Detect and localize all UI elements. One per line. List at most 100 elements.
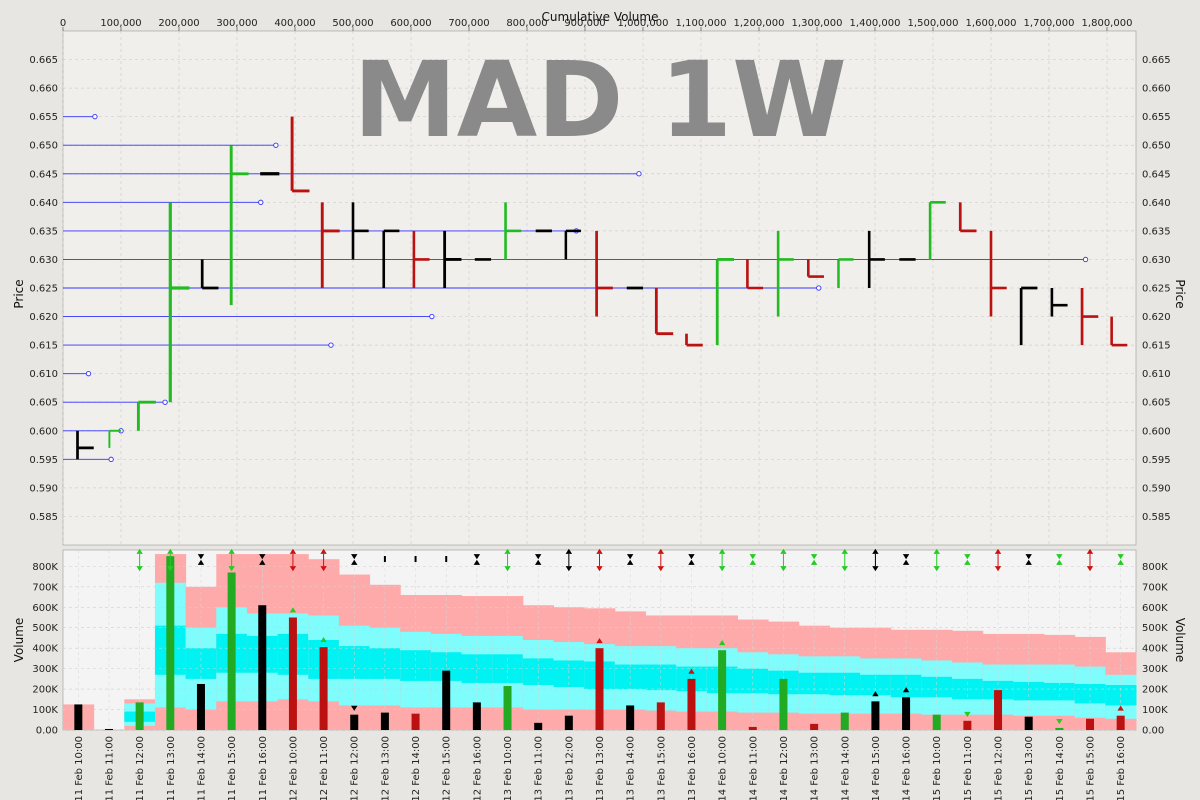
signal-arrow-down xyxy=(228,566,235,572)
price-tick-label-right: 0.625 xyxy=(1142,284,1171,295)
time-axis-label: 14 Feb 10:00 xyxy=(718,736,729,800)
signal-arrow-down xyxy=(197,554,205,560)
signal-arrow-up xyxy=(473,559,481,565)
price-level-endpoint xyxy=(1082,256,1089,263)
signal-arrow-down xyxy=(626,554,634,560)
time-axis-label: 14 Feb 16:00 xyxy=(902,736,913,800)
volume-tick-label-right: 200K xyxy=(1142,685,1168,696)
volume-tick-label-left: 400K xyxy=(32,644,58,655)
signal-arrow-up xyxy=(810,559,818,565)
price-tick-label-right: 0.605 xyxy=(1142,398,1171,409)
signal-arrow-up xyxy=(902,559,910,565)
x-tick-label: 1,600,000 xyxy=(966,18,1017,29)
time-axis-labels: 11 Feb 10:00 11 Feb 11:00 11 Feb 12:00 11 F… xyxy=(74,736,1127,800)
price-tick-label-left: 0.605 xyxy=(29,398,58,409)
price-level-endpoint xyxy=(636,171,642,177)
price-tick-label-right: 0.595 xyxy=(1142,455,1171,466)
price-tick-label-left: 0.660 xyxy=(29,84,58,95)
signal-arrow-down xyxy=(596,566,603,572)
time-axis-label: 13 Feb 14:00 xyxy=(626,736,637,800)
volume-bar xyxy=(319,647,328,730)
x-tick-label: 800,000 xyxy=(506,18,547,29)
volume-marker xyxy=(872,691,879,697)
x-tick-label: 1,700,000 xyxy=(1024,18,1075,29)
signal-arrow-up xyxy=(964,559,971,565)
signal-arrow-down xyxy=(259,554,266,560)
price-tick-label-left: 0.655 xyxy=(29,112,58,123)
signal-arrow-down xyxy=(718,566,726,572)
price-level-endpoint xyxy=(162,399,168,405)
volume-bar xyxy=(380,712,389,730)
price-level-endpoint xyxy=(328,342,334,348)
time-axis-label: 14 Feb 12:00 xyxy=(779,736,790,800)
time-axis-label: 15 Feb 15:00 xyxy=(1086,736,1097,800)
volume-bar xyxy=(74,704,83,730)
time-axis-label: 11 Feb 12:00 xyxy=(135,736,146,800)
price-tick-label-right: 0.635 xyxy=(1142,226,1171,237)
signal-arrow-up xyxy=(933,548,940,554)
time-axis-label: 15 Feb 16:00 xyxy=(1116,736,1127,800)
x-tick-label: 1,500,000 xyxy=(908,18,959,29)
signal-arrow-down xyxy=(810,554,818,560)
time-axis-label: 11 Feb 10:00 xyxy=(74,736,85,800)
signal-markers xyxy=(136,548,1124,725)
volume-tick-label-right: 400K xyxy=(1142,644,1168,655)
volume-bar xyxy=(1116,715,1125,730)
volume-bar xyxy=(411,713,420,730)
time-axis-label: 11 Feb 14:00 xyxy=(196,736,207,800)
signal-arrow-down xyxy=(1117,554,1124,560)
price-tick-label-right: 0.610 xyxy=(1142,369,1171,380)
volume-tick-label-left: 700K xyxy=(32,582,58,593)
volume-bar xyxy=(779,678,788,730)
signal-arrow-down xyxy=(902,554,910,560)
x-tick-label: 1,400,000 xyxy=(850,18,901,29)
volume-band-cyan xyxy=(921,676,953,698)
signal-arrow-up xyxy=(994,548,1002,554)
time-axis-label: 13 Feb 12:00 xyxy=(564,736,575,800)
signal-arrow-down xyxy=(688,554,695,560)
volume-band-cyan xyxy=(890,674,922,698)
volume-bar xyxy=(288,617,297,730)
signal-arrow-down xyxy=(136,566,143,572)
price-tick-label-left: 0.665 xyxy=(29,55,58,66)
volume-marker xyxy=(718,640,726,646)
volume-band-cyan xyxy=(1044,682,1076,701)
volume-bar xyxy=(564,715,573,730)
price-tick-label-right: 0.650 xyxy=(1142,141,1171,152)
x-tick-label: 1,300,000 xyxy=(792,18,843,29)
time-axis-label: 15 Feb 11:00 xyxy=(963,736,974,800)
signal-arrow-up xyxy=(565,548,573,554)
volume-tick-label-right: 600K xyxy=(1142,603,1168,614)
signal-arrow-up xyxy=(228,548,235,554)
signal-arrow-down xyxy=(872,566,879,572)
price-axis-title-left: Price xyxy=(12,279,26,308)
volume-bar xyxy=(994,690,1003,730)
volume-bar xyxy=(810,723,819,730)
price-level-endpoint xyxy=(108,456,114,462)
x-tick-label: 300,000 xyxy=(216,18,257,29)
price-tick-label-right: 0.590 xyxy=(1142,483,1171,494)
signal-arrow-down xyxy=(320,566,327,572)
volume-bar xyxy=(196,683,205,730)
time-axis-label: 11 Feb 16:00 xyxy=(258,736,269,800)
volume-marker xyxy=(688,668,695,674)
price-tick-label-left: 0.600 xyxy=(29,426,58,437)
time-axis-label: 14 Feb 13:00 xyxy=(810,736,821,800)
signal-arrow-up xyxy=(534,559,542,565)
price-axis-ticks: 0.585 0.585 0.590 0.590 0.595 0.595 0.600 0.600… xyxy=(29,55,1170,523)
signal-arrow-up xyxy=(872,548,879,554)
volume-bars xyxy=(74,556,1125,730)
signal-arrow-up xyxy=(167,548,174,554)
price-level-endpoint xyxy=(92,114,98,120)
volume-bar xyxy=(902,697,911,730)
volume-bar xyxy=(227,572,236,730)
volume-axis-title-right: Volume xyxy=(1173,618,1187,663)
signal-arrow-up xyxy=(289,548,297,554)
volume-marker xyxy=(964,711,971,717)
price-axis-title-right: Price xyxy=(1173,279,1187,308)
volume-band-cyan xyxy=(737,668,769,694)
signal-arrow-up xyxy=(197,559,205,565)
volume-tick-label-left: 100K xyxy=(32,705,58,716)
volume-marker xyxy=(289,607,297,613)
